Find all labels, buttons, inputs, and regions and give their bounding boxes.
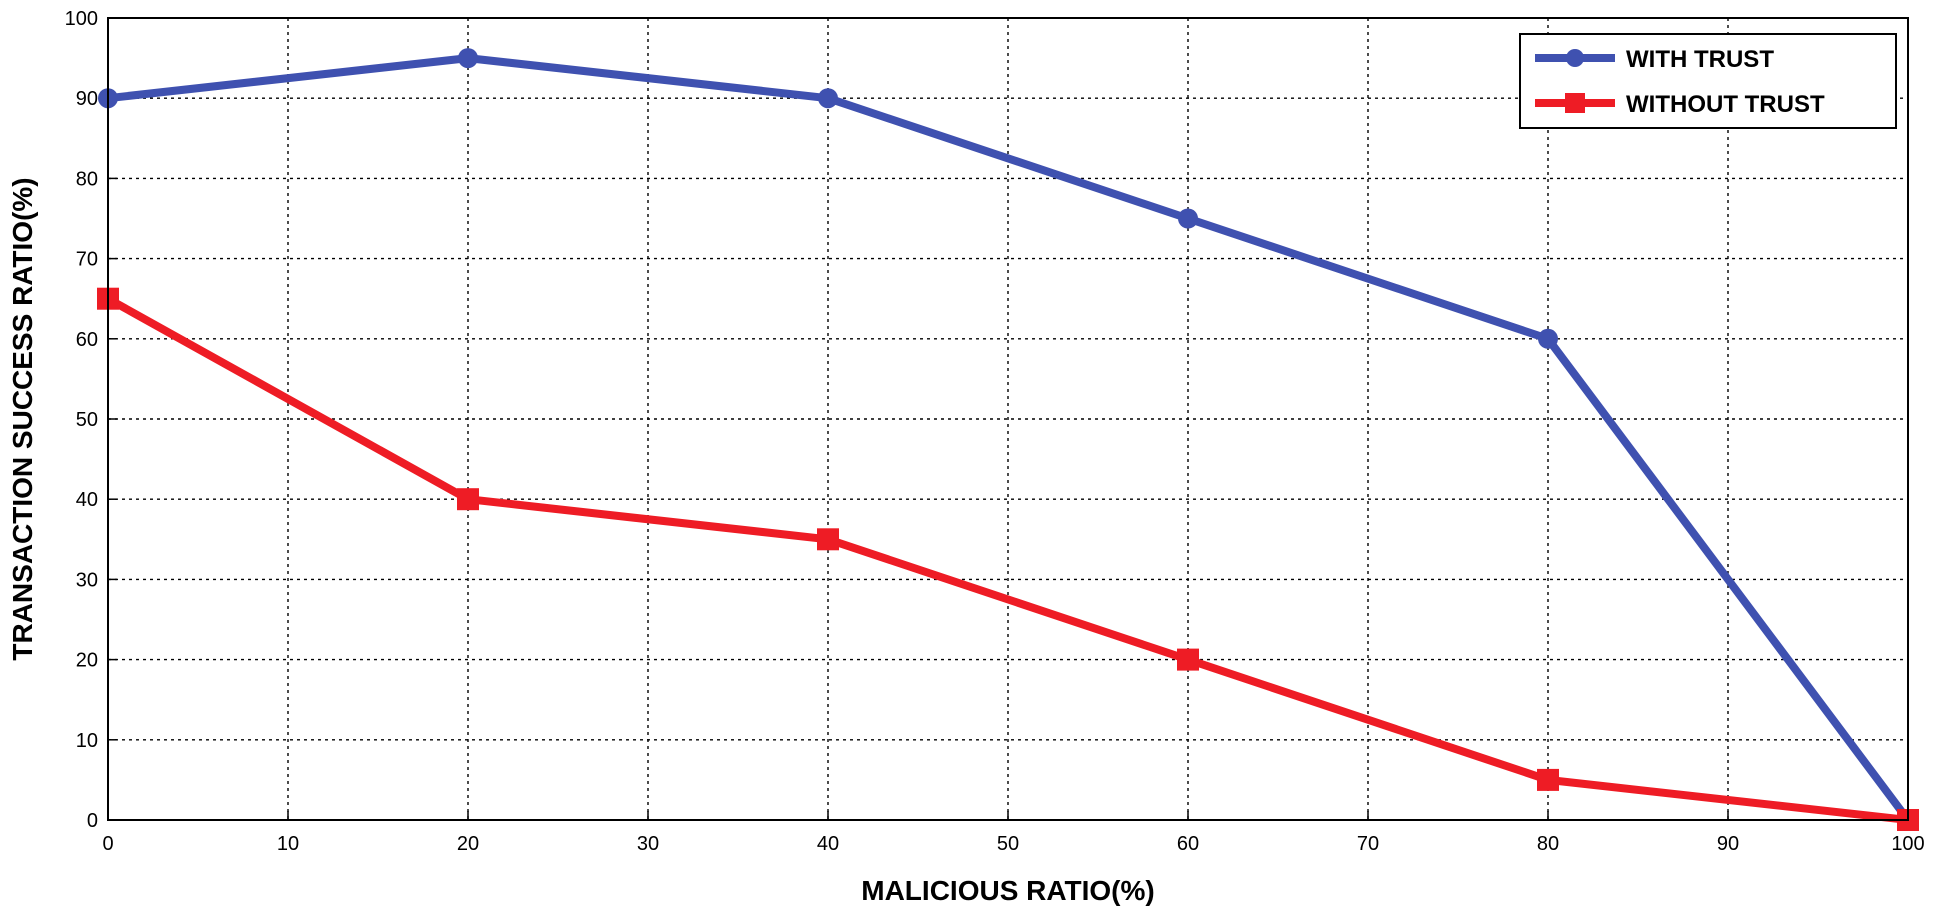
y-tick-label: 60 [76,329,98,351]
data-point-with-trust [1178,208,1198,229]
y-tick-label: 80 [76,168,98,190]
x-tick-label: 60 [1177,833,1199,855]
data-point-without-trust [1177,648,1199,671]
x-tick-label: 10 [277,833,299,855]
series-line-with-trust [104,54,1912,824]
y-tick-label: 70 [76,249,98,271]
x-tick-label: 40 [817,833,839,855]
data-point-without-trust [1537,768,1559,791]
x-tick-label: 80 [1537,833,1559,855]
x-tick-label: 50 [997,833,1019,855]
data-point-without-trust [817,528,839,551]
legend-label-without-trust: WITHOUT TRUST [1626,91,1825,118]
series-layer [97,48,1919,831]
legend: WITH TRUST WITHOUT TRUST [1519,33,1897,129]
data-point-with-trust [818,88,838,109]
x-axis-title: MALICIOUS RATIO(%) [861,875,1154,906]
y-tick-label: 10 [76,730,98,752]
y-tick-label: 30 [76,569,98,591]
legend-label-with-trust: WITH TRUST [1626,46,1774,73]
x-tick-label: 20 [457,833,479,855]
y-tick-label: 20 [76,650,98,672]
series-line-without-trust [104,294,1912,824]
x-tick-label: 30 [637,833,659,855]
x-tick-label: 90 [1717,833,1739,855]
y-tick-label: 90 [76,88,98,110]
plot-frame [107,17,1909,821]
data-point-without-trust [457,488,479,511]
x-tick-label: 0 [102,833,113,855]
y-axis-title: TRANSACTION SUCCESS RATIO(%) [7,177,38,660]
data-point-with-trust [458,48,478,69]
y-tick-label: 100 [65,8,98,30]
data-point-with-trust [1538,328,1558,349]
legend-marker-without-trust [1565,93,1585,113]
y-tick-label: 50 [76,409,98,431]
x-tick-label: 70 [1357,833,1379,855]
x-tick-label: 100 [1891,833,1924,855]
y-tick-label: 40 [76,489,98,511]
legend-marker-with-trust [1566,49,1584,67]
y-tick-label: 0 [87,810,98,832]
y-axis-ticks: 0 10 20 30 40 50 60 70 80 90 100 [65,8,117,832]
